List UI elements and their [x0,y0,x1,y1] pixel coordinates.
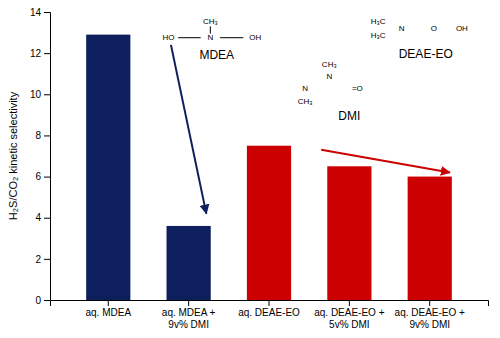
y-tick-label: 12 [30,48,42,59]
arrow [321,150,450,173]
structure-text: N [326,72,332,81]
bar [167,226,211,300]
y-axis-line [44,13,51,301]
structure-text: CH₃ [322,60,337,69]
y-tick: 4 [35,212,50,223]
y-tick-mark [44,135,50,136]
y-tick: 12 [30,48,50,59]
y-tick-mark [44,12,50,13]
structure-text: H₃C [371,17,386,26]
x-tick-label: aq. MDEA [85,307,131,318]
bar [408,177,452,300]
x-tick-mark [349,300,350,306]
y-tick: 2 [35,254,50,265]
x-tick-label: aq. DEAE-EO +9v% DMI [395,307,465,330]
y-tick-mark [44,177,50,178]
x-tick-label-line: aq. DEAE-EO + [395,307,465,318]
x-tick-mark [269,300,270,306]
structure-text: N [399,24,405,33]
bond-line [178,37,201,38]
x-axis-line [51,301,489,307]
x-tick-label-line: 5v% DMI [329,319,370,330]
x-tick: aq. DEAE-EO [238,300,300,318]
x-tick-mark [188,300,189,306]
chart: 02468101214aq. MDEAaq. MDEA +9v% DMIaq. … [0,0,500,338]
y-tick-mark [44,218,50,219]
y-tick-mark [44,94,50,95]
x-tick: aq. DEAE-EO +9v% DMI [395,300,465,330]
annotation-label: DMI [338,109,360,123]
y-tick: 0 [35,295,50,306]
plot: 02468101214aq. MDEAaq. MDEA +9v% DMIaq. … [30,7,489,330]
x-tick: aq. DEAE-EO +5v% DMI [314,300,384,330]
y-tick-label: 6 [35,171,41,182]
x-tick: aq. MDEA +9v% DMI [162,300,216,330]
bar [86,35,130,300]
structure-text: HO [163,33,175,42]
x-tick-label: aq. DEAE-EO +5v% DMI [314,307,384,330]
x-tick-label-line: aq. MDEA + [162,307,216,318]
structure-text: N [207,33,213,42]
bond-line [210,26,211,33]
y-tick-label: 2 [35,254,41,265]
x-tick-mark [429,300,430,306]
y-tick-mark [44,300,50,301]
x-tick-label-line: 9v% DMI [168,319,209,330]
bar [327,166,371,300]
y-axis: 0 2 4 6 8 10 12 14 [30,7,51,306]
structure-text: OH [249,33,261,42]
y-tick: 8 [35,130,50,141]
x-tick-label-line: aq. DEAE-EO + [314,307,384,318]
y-tick-label: 14 [30,7,42,18]
structure-text: O [431,24,437,33]
structure-text: OH [456,24,468,33]
x-tick-label-line: 9v% DMI [409,319,450,330]
annotation-label: MDEA [199,48,234,62]
structure-text: =O [352,84,363,93]
annotation-label: DEAE-EO [399,47,453,61]
structure-text: N [302,84,308,93]
arrow [171,45,206,214]
x-tick-label: aq. DEAE-EO [238,307,300,318]
x-tick-label-line: aq. MDEA [85,307,131,318]
y-tick-label: 10 [30,89,42,100]
structure-text: CH₃ [298,97,313,106]
y-tick: 10 [30,89,50,100]
bond-line [220,37,243,38]
y-tick: 6 [35,171,50,182]
structure-text: CH₃ [203,17,218,26]
y-tick-label: 0 [35,295,41,306]
x-tick: aq. MDEA [85,300,131,318]
y-tick-mark [44,53,50,54]
x-tick-label: aq. MDEA +9v% DMI [162,307,216,330]
bar [247,146,291,300]
bars [86,35,452,300]
x-axis: aq. MDEAaq. MDEA +9v% DMIaq. DEAE-EOaq. … [51,300,489,330]
y-tick-label: 4 [35,212,41,223]
y-tick-mark [44,259,50,260]
x-tick-mark [108,300,109,306]
y-axis-title: H₂S/CO₂ kinetic selectivity [7,91,19,220]
x-tick-label-line: aq. DEAE-EO [238,307,300,318]
y-tick-label: 8 [35,130,41,141]
annotations: CH₃ HO N OH MDEA DMI CH₃ N N =O CH₃ DEAE-EO H₃C N H₃C O… [163,17,469,213]
structure-text: H₃C [371,31,386,40]
y-tick: 14 [30,7,50,18]
